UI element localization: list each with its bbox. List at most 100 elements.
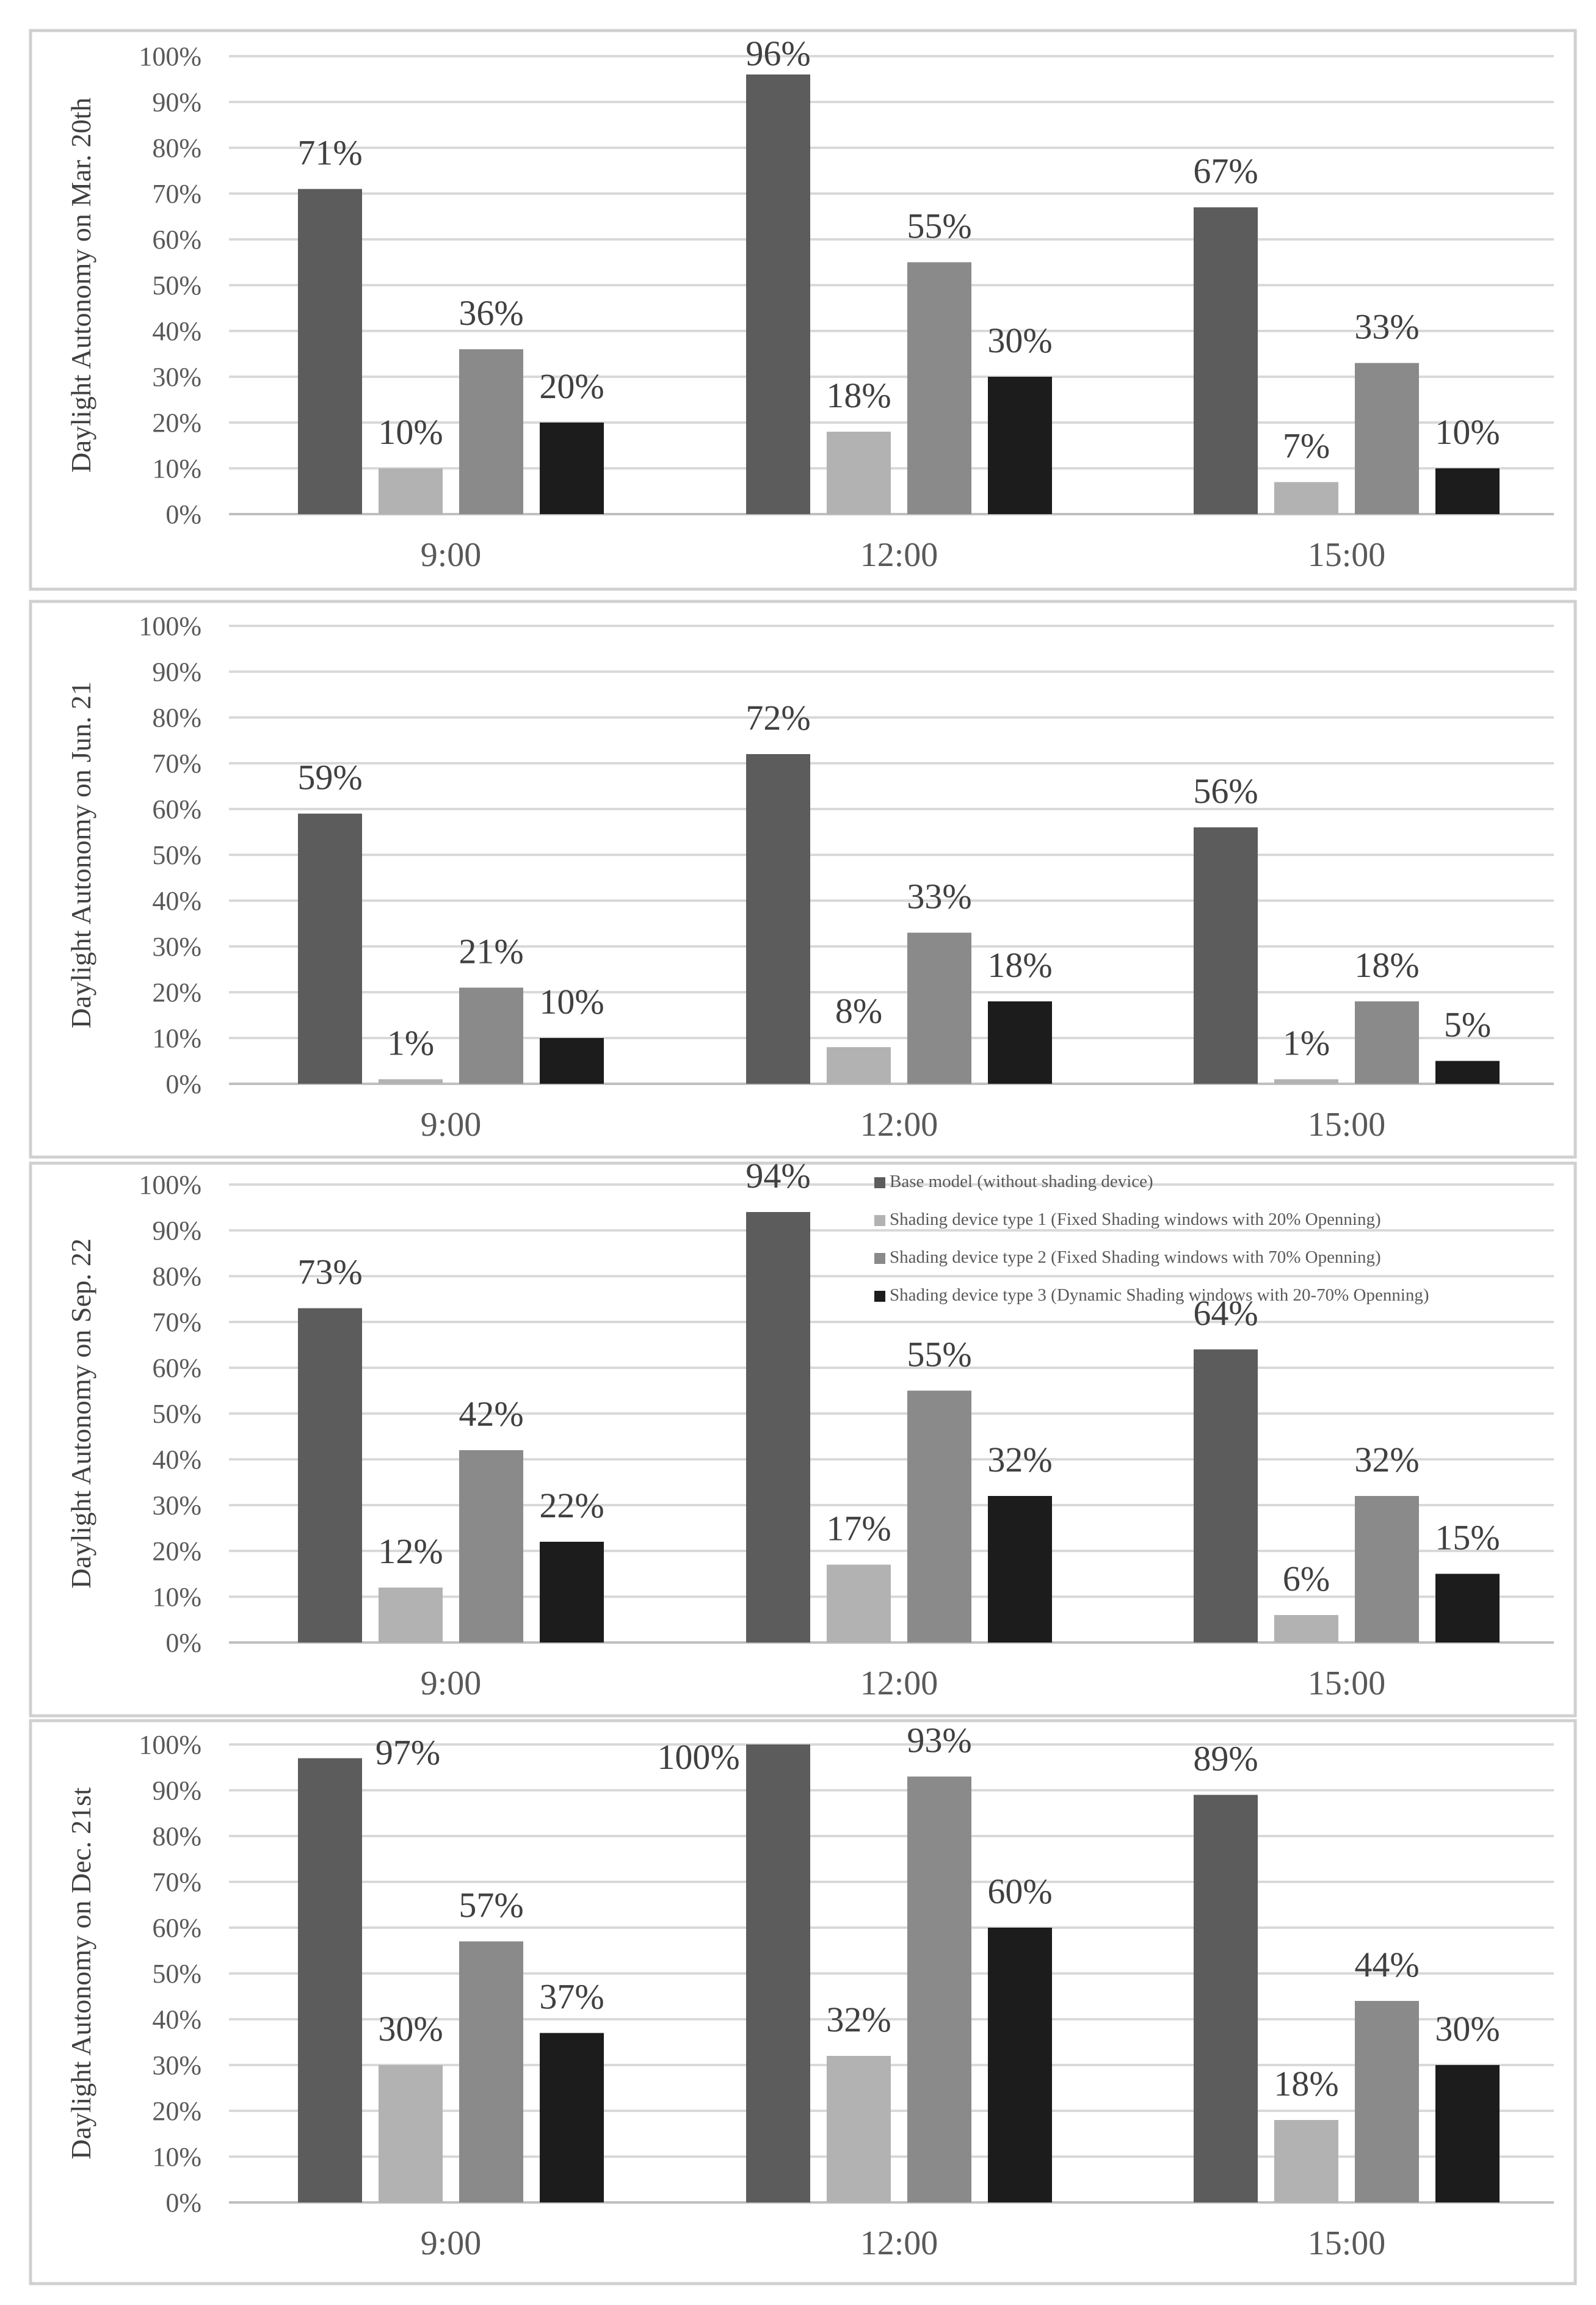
chart-panel: 0% 10% 20% 30% 40% 50% 60% 70% 80% 90% 100% Dayligh… <box>29 29 1577 591</box>
y-tick-label: 100% <box>139 1730 201 1760</box>
y-tick-label: 50% <box>152 840 201 870</box>
bar-type1 <box>379 1588 443 1643</box>
bar-type1 <box>827 432 891 514</box>
y-tick-label: 100% <box>139 1170 201 1200</box>
bar-base <box>746 1212 810 1643</box>
x-category-label: 9:00 <box>421 1664 482 1702</box>
y-tick-label: 40% <box>152 1445 201 1475</box>
data-label: 10% <box>539 982 604 1022</box>
y-tick-label: 50% <box>152 1399 201 1429</box>
bar-type1 <box>827 1047 891 1084</box>
y-tick-label: 20% <box>152 2096 201 2126</box>
bar-type1 <box>379 2065 443 2202</box>
bar-type2 <box>459 1941 523 2202</box>
x-category-label: 9:00 <box>421 2224 482 2262</box>
legend-label-type2: Shading device type 2 (Fixed Shading win… <box>890 1247 1381 1267</box>
bar-type3 <box>988 377 1052 514</box>
y-tick-label: 50% <box>152 1959 201 1989</box>
data-label: 18% <box>987 945 1052 985</box>
y-tick-label: 20% <box>152 408 201 438</box>
chart-panel: 0% 10% 20% 30% 40% 50% 60% 70% 80% 90% 100% Dayligh… <box>29 1156 1577 1718</box>
y-tick-label: 40% <box>152 886 201 916</box>
bar-type3 <box>540 423 604 514</box>
bar-type3 <box>1435 1061 1500 1084</box>
bar-type3 <box>988 1928 1052 2202</box>
data-label: 67% <box>1193 151 1258 191</box>
bar-base <box>1194 827 1258 1084</box>
y-tick-label: 0% <box>165 1069 201 1099</box>
bar-base <box>1194 1349 1258 1643</box>
legend-label-type1: Shading device type 1 (Fixed Shading win… <box>890 1210 1381 1229</box>
bar-type2 <box>459 987 523 1084</box>
data-label: 36% <box>459 293 523 333</box>
y-tick-label: 90% <box>152 657 201 687</box>
data-label: 72% <box>745 698 810 738</box>
y-tick-label: 70% <box>152 1307 201 1337</box>
data-label: 30% <box>1435 2009 1500 2049</box>
data-label: 10% <box>1435 412 1500 452</box>
data-label: 97% <box>375 1733 440 1773</box>
data-label: 59% <box>297 758 362 797</box>
data-label: 1% <box>1283 1023 1330 1063</box>
data-label: 18% <box>1354 945 1419 985</box>
y-axis-label: Daylight Autonomy on Dec. 21st <box>65 1787 96 2160</box>
bar-base <box>746 1744 810 2202</box>
y-tick-label: 10% <box>152 1023 201 1053</box>
data-label: 93% <box>907 1721 971 1760</box>
data-label: 10% <box>378 412 443 452</box>
bar-type2 <box>907 262 971 514</box>
y-tick-label: 40% <box>152 2005 201 2035</box>
data-label: 20% <box>539 366 604 406</box>
data-label: 17% <box>826 1509 891 1548</box>
data-label: 100% <box>657 1737 739 1777</box>
bar-type1 <box>1274 2120 1338 2202</box>
data-label: 15% <box>1435 1518 1500 1558</box>
bar-base <box>298 189 362 514</box>
y-tick-label: 0% <box>165 499 201 529</box>
data-label: 33% <box>907 877 971 917</box>
data-label: 32% <box>987 1440 1052 1479</box>
bar-type3 <box>540 2033 604 2202</box>
bar-type3 <box>1435 1574 1500 1643</box>
data-label: 73% <box>297 1252 362 1292</box>
data-label: 8% <box>835 991 882 1031</box>
y-tick-label: 30% <box>152 932 201 962</box>
data-label: 55% <box>907 1335 971 1374</box>
bar-base <box>746 754 810 1084</box>
y-tick-label: 0% <box>165 2188 201 2218</box>
x-category-label: 9:00 <box>421 1106 482 1144</box>
y-tick-label: 60% <box>152 225 201 255</box>
y-tick-label: 90% <box>152 1776 201 1806</box>
legend-swatch-type3 <box>874 1291 885 1302</box>
data-label: 57% <box>459 1886 523 1925</box>
legend-label-base: Base model (without shading device) <box>890 1172 1153 1191</box>
legend-swatch-base <box>874 1177 885 1188</box>
data-label: 30% <box>378 2009 443 2049</box>
y-axis-label: Daylight Autonomy on Mar. 20th <box>65 98 96 473</box>
data-label: 18% <box>1274 2064 1338 2104</box>
bar-type3 <box>540 1542 604 1643</box>
data-label: 96% <box>745 34 810 73</box>
y-tick-label: 70% <box>152 749 201 779</box>
data-label: 33% <box>1354 307 1419 347</box>
data-label: 55% <box>907 206 971 246</box>
y-tick-label: 10% <box>152 2142 201 2172</box>
data-label: 5% <box>1444 1005 1491 1045</box>
x-category-label: 12:00 <box>860 1664 938 1702</box>
y-tick-label: 40% <box>152 316 201 346</box>
bar-type2 <box>907 1776 971 2202</box>
y-tick-label: 0% <box>165 1628 201 1658</box>
data-label: 60% <box>987 1871 1052 1911</box>
data-label: 21% <box>459 932 523 971</box>
bar-base <box>298 1308 362 1643</box>
legend-swatch-type1 <box>874 1215 885 1226</box>
bar-type2 <box>1355 363 1419 514</box>
data-label: 42% <box>459 1394 523 1434</box>
y-tick-label: 80% <box>152 1261 201 1291</box>
y-tick-label: 80% <box>152 703 201 733</box>
x-category-label: 15:00 <box>1308 1664 1386 1702</box>
y-tick-label: 90% <box>152 87 201 117</box>
bar-type2 <box>1355 2001 1419 2202</box>
data-label: 37% <box>539 1977 604 2017</box>
